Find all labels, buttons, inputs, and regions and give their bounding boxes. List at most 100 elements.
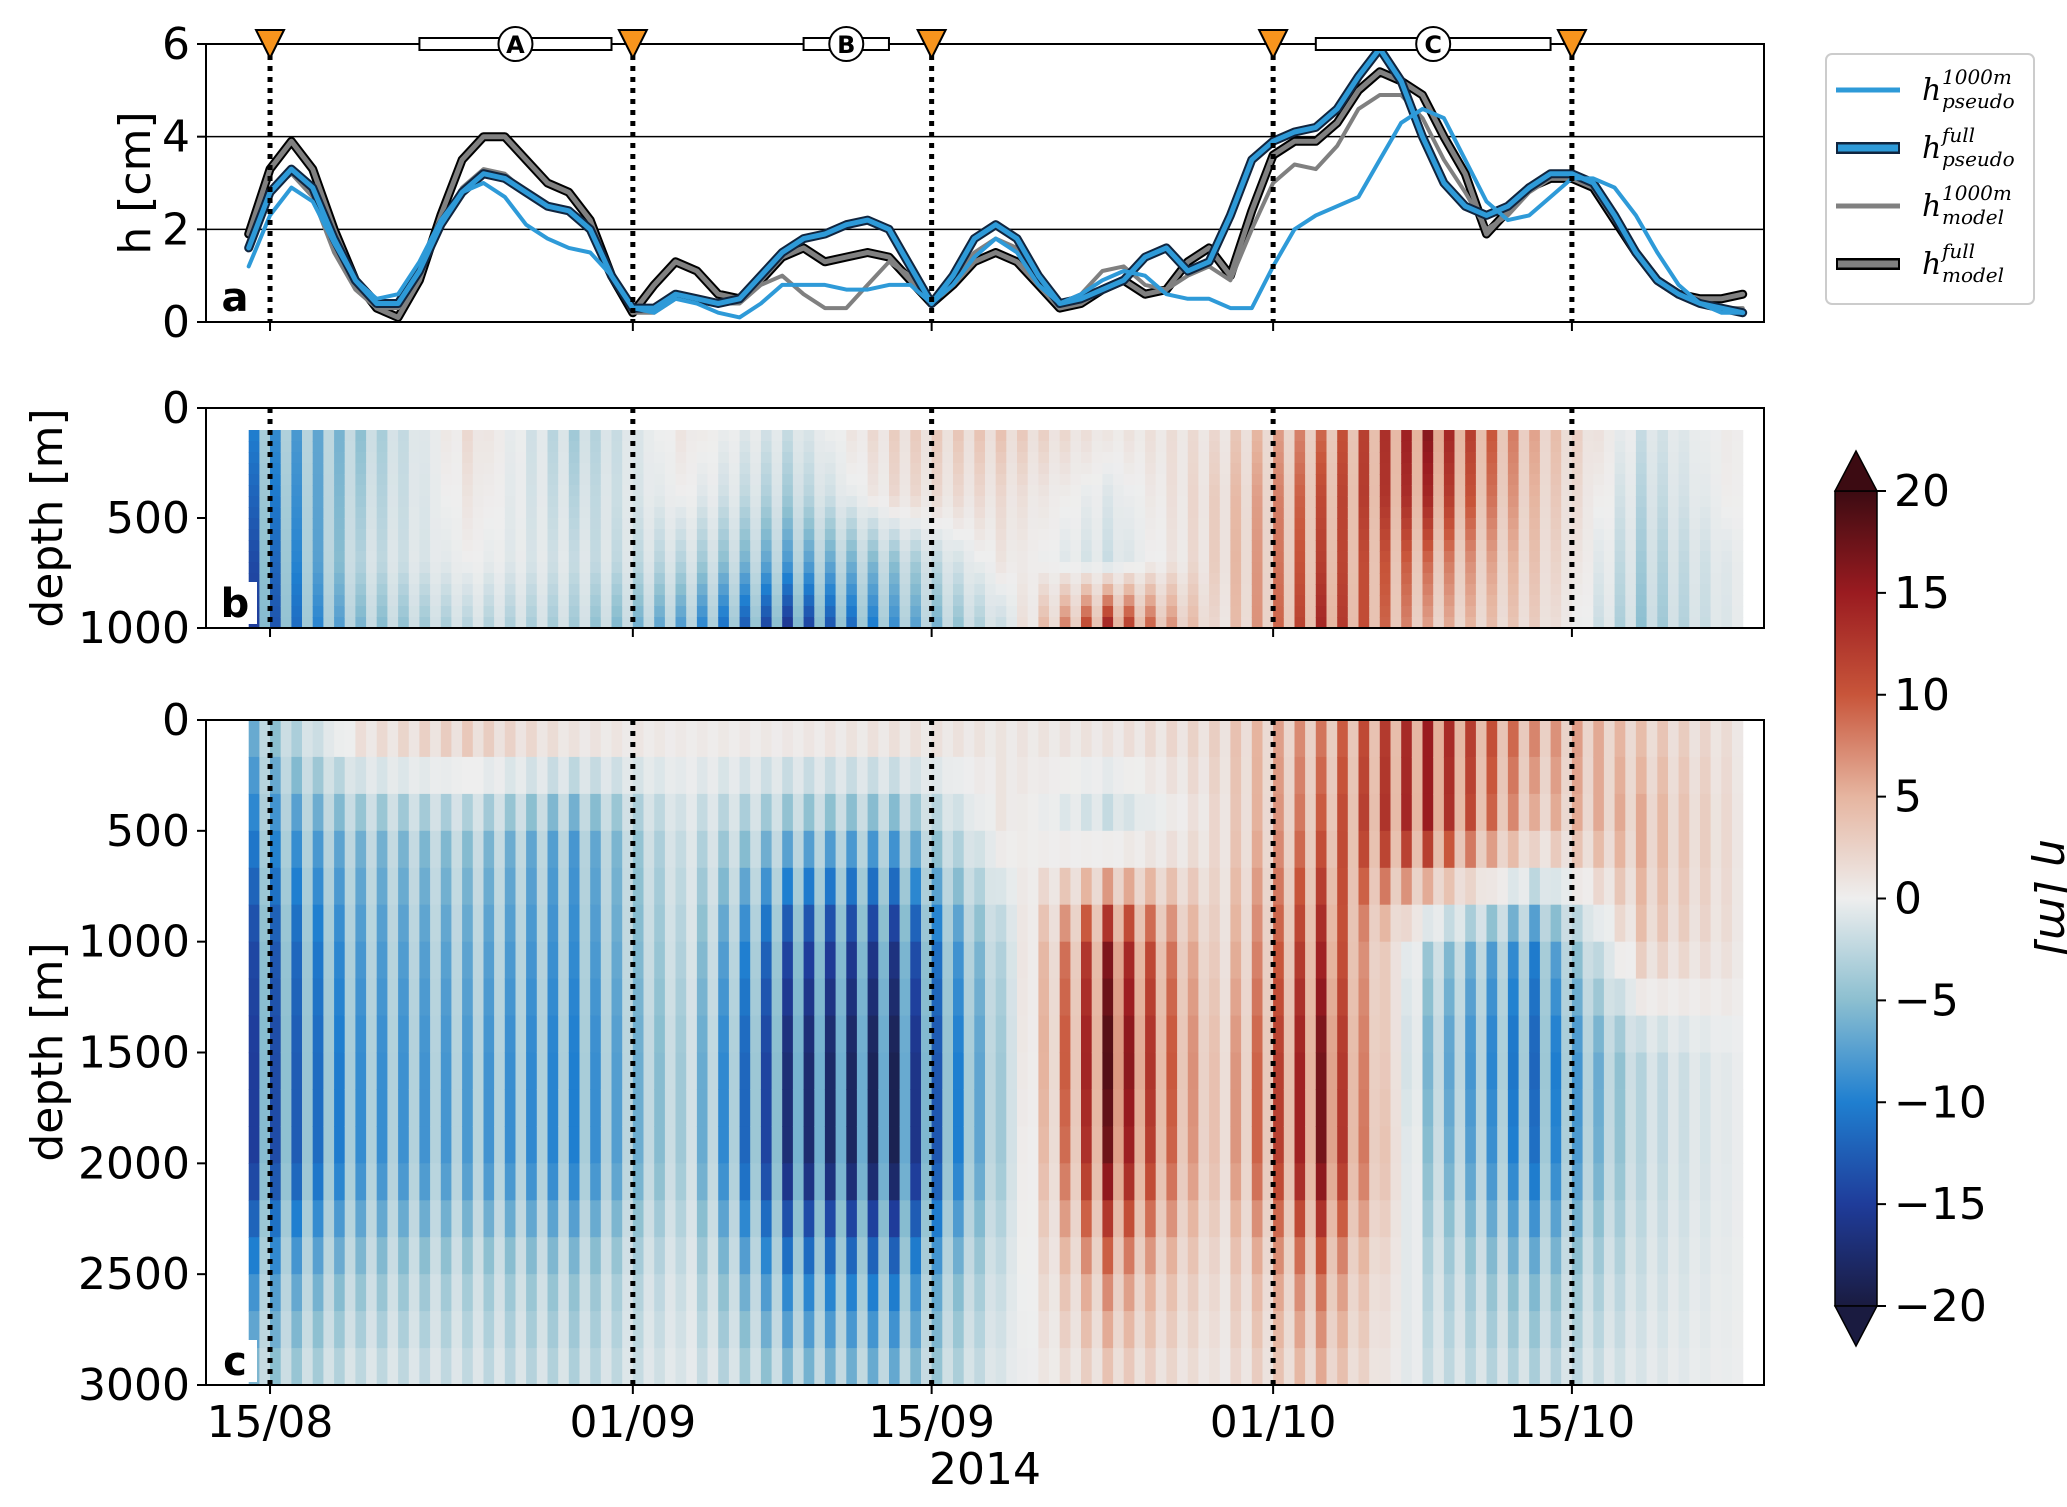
heatmap-cell <box>1497 1015 1509 1054</box>
heatmap-cell <box>1017 1237 1029 1275</box>
heatmap-cell <box>1550 474 1562 486</box>
heatmap-cell <box>526 720 538 758</box>
heatmap-cell <box>419 540 431 552</box>
heatmap-cell <box>856 978 869 1017</box>
heatmap-cell <box>974 1015 986 1054</box>
heatmap-cell <box>398 1200 410 1238</box>
heatmap-cell <box>1497 1311 1509 1349</box>
heatmap-cell <box>472 430 485 442</box>
heatmap-cell <box>1209 540 1221 552</box>
heatmap-cell <box>1145 496 1157 508</box>
heatmap-cell <box>696 720 709 758</box>
heatmap-cell <box>675 756 687 795</box>
heatmap-cell <box>366 595 378 607</box>
heatmap-cell <box>1219 941 1232 980</box>
heatmap-cell <box>1070 1200 1082 1238</box>
heatmap-cell <box>846 595 858 607</box>
heatmap-cell <box>889 617 901 628</box>
heatmap-cell <box>387 1237 399 1275</box>
heatmap-cell <box>942 595 954 607</box>
heatmap-cell <box>1411 941 1424 980</box>
heatmap-cell <box>248 1126 260 1164</box>
heatmap-cell <box>312 441 324 453</box>
heatmap-cell <box>1561 1237 1573 1275</box>
heatmap-cell <box>921 1200 933 1238</box>
heatmap-cell <box>1283 551 1296 563</box>
heatmap-cell <box>803 562 815 574</box>
heatmap-cell <box>1561 485 1573 497</box>
heatmap-cell <box>1507 474 1520 486</box>
heatmap-cell <box>1475 507 1488 519</box>
heatmap-cell <box>846 1015 858 1054</box>
heatmap-cell <box>366 485 378 497</box>
heatmap-cell <box>718 904 730 943</box>
heatmap-cell <box>1539 1126 1552 1164</box>
heatmap-cell <box>1017 496 1029 508</box>
heatmap-cell <box>355 529 367 541</box>
heatmap-cell <box>1603 606 1616 618</box>
heatmap-cell <box>419 529 431 541</box>
heatmap-cell <box>1433 463 1445 475</box>
heatmap-cell <box>750 562 762 574</box>
heatmap-cell <box>995 485 1007 497</box>
heatmap-cell <box>867 1126 879 1164</box>
heatmap-cell <box>846 1089 858 1127</box>
heatmap-cell <box>675 1274 687 1312</box>
heatmap-cell <box>867 1311 879 1349</box>
heatmap-cell <box>1443 562 1456 574</box>
heatmap-cell <box>910 1200 922 1238</box>
heatmap-cell <box>1166 1200 1178 1238</box>
heatmap-cell <box>707 1274 719 1312</box>
heatmap-cell <box>568 1015 581 1054</box>
heatmap-cell <box>1539 485 1552 497</box>
heatmap-cell <box>792 441 805 453</box>
heatmap-cell <box>1326 1237 1338 1275</box>
heatmap-cell <box>376 452 388 464</box>
heatmap-cell <box>899 978 911 1017</box>
heatmap-cell <box>856 1348 869 1385</box>
heatmap-cell <box>910 1052 922 1091</box>
heatmap-cell <box>1571 1237 1584 1275</box>
heatmap-cell <box>632 617 645 628</box>
heatmap-cell <box>1123 1200 1135 1238</box>
heatmap-cell <box>1497 463 1509 475</box>
heatmap-cell <box>632 1311 645 1349</box>
heatmap-cell <box>1550 867 1562 906</box>
heatmap-cell <box>1593 1274 1605 1312</box>
heatmap-cell <box>1390 1311 1402 1349</box>
heatmap-cell <box>259 830 271 869</box>
heatmap-cell <box>1443 595 1456 607</box>
heatmap-cell <box>867 463 879 475</box>
heatmap-cell <box>1177 584 1189 596</box>
heatmap-cell <box>1497 540 1509 552</box>
heatmap-cell <box>1134 1089 1146 1127</box>
heatmap-cell <box>1337 573 1349 585</box>
heatmap-cell <box>1486 1089 1498 1127</box>
heatmap-cell <box>1475 830 1488 869</box>
heatmap-cell <box>889 584 901 596</box>
heatmap-cell <box>760 1274 773 1312</box>
heatmap-cell <box>792 584 805 596</box>
heatmap-cell <box>376 1126 388 1164</box>
heatmap-cell <box>568 1311 581 1349</box>
heatmap-cell <box>1262 518 1274 530</box>
heatmap-cell <box>696 529 709 541</box>
heatmap-cell <box>1689 617 1701 628</box>
heatmap-cell <box>985 507 997 519</box>
heatmap-cell <box>675 562 687 574</box>
heatmap-cell <box>1273 904 1285 943</box>
heatmap-cell <box>1209 793 1221 832</box>
heatmap-cell <box>398 606 410 618</box>
heatmap-cell <box>1518 463 1530 475</box>
heatmap-cell <box>1561 463 1573 475</box>
heatmap-cell <box>504 756 517 795</box>
heatmap-cell <box>995 793 1007 832</box>
heatmap-cell <box>910 463 922 475</box>
heatmap-cell <box>1700 584 1712 596</box>
heatmap-cell <box>1241 529 1253 541</box>
heatmap-cell <box>1379 1126 1392 1164</box>
heatmap-cell <box>376 496 388 508</box>
heatmap-cell <box>622 562 634 574</box>
heatmap-cell <box>1422 1200 1434 1238</box>
heatmap-cell <box>600 529 613 541</box>
